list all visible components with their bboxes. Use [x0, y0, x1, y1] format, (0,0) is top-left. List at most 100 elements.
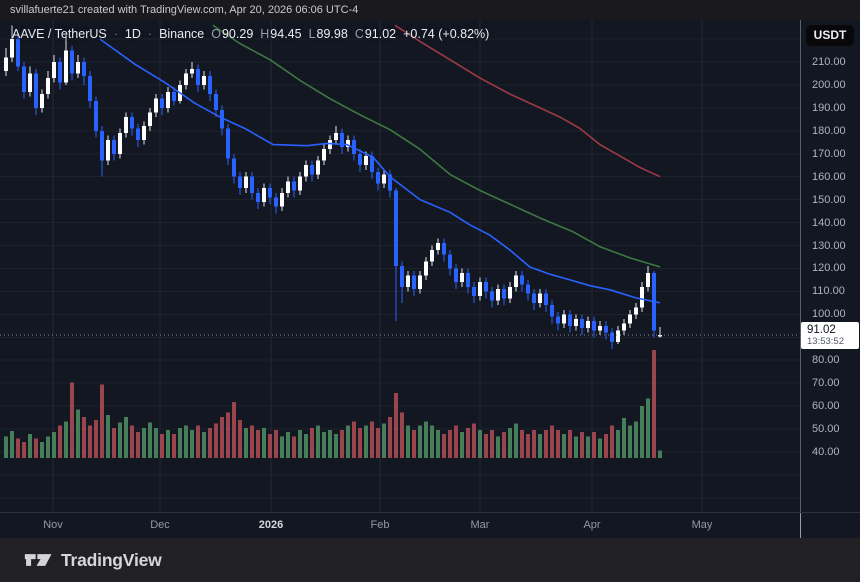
volume-bar: [640, 406, 644, 458]
volume-bar: [502, 432, 506, 458]
volume-bar: [40, 441, 44, 458]
currency-toggle-badge[interactable]: USDT: [806, 25, 854, 46]
volume-bar: [70, 382, 74, 458]
candle-body: [22, 66, 26, 92]
volume-bar: [244, 427, 248, 458]
price-tick-label: 60.00: [812, 400, 840, 413]
candle-body: [292, 181, 296, 191]
volume-bar: [658, 450, 662, 458]
symbol-title[interactable]: AAVE / TetherUS: [12, 27, 107, 41]
price-axis[interactable]: 210.00 200.00 190.00 180.00 170.00 160.00 150.…: [800, 20, 860, 512]
candle-body: [322, 149, 326, 161]
volume-bar: [16, 438, 20, 458]
bar-countdown: 13:53:52: [807, 335, 844, 347]
candle-body: [208, 75, 212, 95]
candle-body: [646, 273, 650, 287]
price-tick-label: 200.00: [812, 78, 846, 91]
candle-body: [124, 117, 128, 134]
volume-bar: [184, 425, 188, 458]
volume-bar: [538, 434, 542, 458]
candle-body: [532, 293, 536, 303]
volume-bar: [226, 412, 230, 458]
volume-bar: [268, 434, 272, 458]
candle-body: [46, 78, 50, 95]
candle-body: [100, 130, 104, 161]
candle-body: [250, 176, 254, 193]
volume-bar: [154, 427, 158, 458]
candle-body: [466, 273, 470, 287]
volume-bar: [454, 425, 458, 458]
volume-bar: [214, 423, 218, 458]
time-tick-label: Mar: [470, 519, 490, 531]
price-chart[interactable]: [0, 20, 800, 512]
candle-body: [256, 192, 260, 202]
volume-bar: [484, 434, 488, 458]
ohlc-high: H 94.45: [260, 27, 302, 41]
volume-bar: [616, 429, 620, 458]
chart-panel[interactable]: AAVE / TetherUS · 1D · Binance O 90.29 H…: [0, 20, 800, 512]
candle-body: [76, 62, 80, 74]
volume-bar: [514, 423, 518, 458]
candle-body: [472, 286, 476, 296]
volume-bar: [82, 416, 86, 458]
tradingview-logo-icon[interactable]: [24, 549, 54, 571]
candle-body: [310, 165, 314, 175]
volume-bar: [172, 434, 176, 458]
time-axis[interactable]: Nov Dec 2026 Feb Mar Apr May: [0, 512, 860, 539]
candle-body: [376, 172, 380, 184]
volume-bar: [322, 432, 326, 458]
candle-body: [544, 293, 548, 306]
price-tick-label: 190.00: [812, 101, 846, 114]
volume-bar: [28, 434, 32, 458]
candle-body: [622, 323, 626, 331]
candle-body: [496, 289, 500, 301]
candle-body: [4, 57, 8, 72]
candle-body: [94, 100, 98, 131]
ohlc-open: O 90.29: [211, 27, 254, 41]
candle-body: [106, 139, 110, 161]
price-tick-label: 210.00: [812, 56, 846, 68]
attribution-text: svillafuerte21 created with TradingView.…: [10, 4, 359, 16]
candle-body: [592, 321, 596, 331]
volume-bar: [442, 434, 446, 458]
footer-brand-text[interactable]: TradingView: [61, 549, 162, 570]
volume-bar: [76, 409, 80, 458]
candle-body: [388, 174, 392, 191]
candle-body: [58, 62, 62, 83]
candle-body: [64, 50, 68, 83]
candle-body: [16, 39, 20, 67]
chart-legend[interactable]: AAVE / TetherUS · 1D · Binance O 90.29 H…: [12, 27, 489, 41]
interval-label[interactable]: 1D: [124, 27, 141, 41]
price-change: +0.74 (+0.82%): [403, 27, 490, 41]
volume-bar: [526, 434, 530, 458]
legend-separator: ·: [147, 27, 153, 41]
attribution-bar: svillafuerte21 created with TradingView.…: [0, 0, 860, 20]
candle-body: [580, 318, 584, 329]
candle-body: [88, 75, 92, 101]
candle-body: [286, 181, 290, 193]
price-tick-label: 70.00: [812, 377, 840, 390]
volume-bar: [556, 429, 560, 458]
candle-body: [568, 314, 572, 326]
time-tick-label: May: [691, 519, 713, 531]
price-tick-label: 170.00: [812, 147, 846, 160]
volume-bar: [148, 422, 152, 458]
volume-bar: [166, 429, 170, 458]
volume-bar: [370, 421, 374, 458]
price-tick-label: 140.00: [812, 216, 846, 229]
candle-body: [454, 268, 458, 283]
volume-bar: [508, 427, 512, 458]
time-tick-label: Apr: [583, 519, 601, 531]
candle-body: [160, 98, 164, 108]
volume-bar: [316, 425, 320, 458]
price-tick-label: 110.00: [812, 285, 845, 298]
candle-body: [598, 325, 602, 331]
volume-bar: [106, 414, 110, 458]
volume-bar: [142, 427, 146, 458]
candle-body: [436, 243, 440, 251]
candle-body: [586, 321, 590, 329]
volume-bar: [100, 384, 104, 458]
volume-bar: [622, 418, 626, 458]
volume-bar: [598, 438, 602, 458]
volume-bar: [124, 416, 128, 458]
